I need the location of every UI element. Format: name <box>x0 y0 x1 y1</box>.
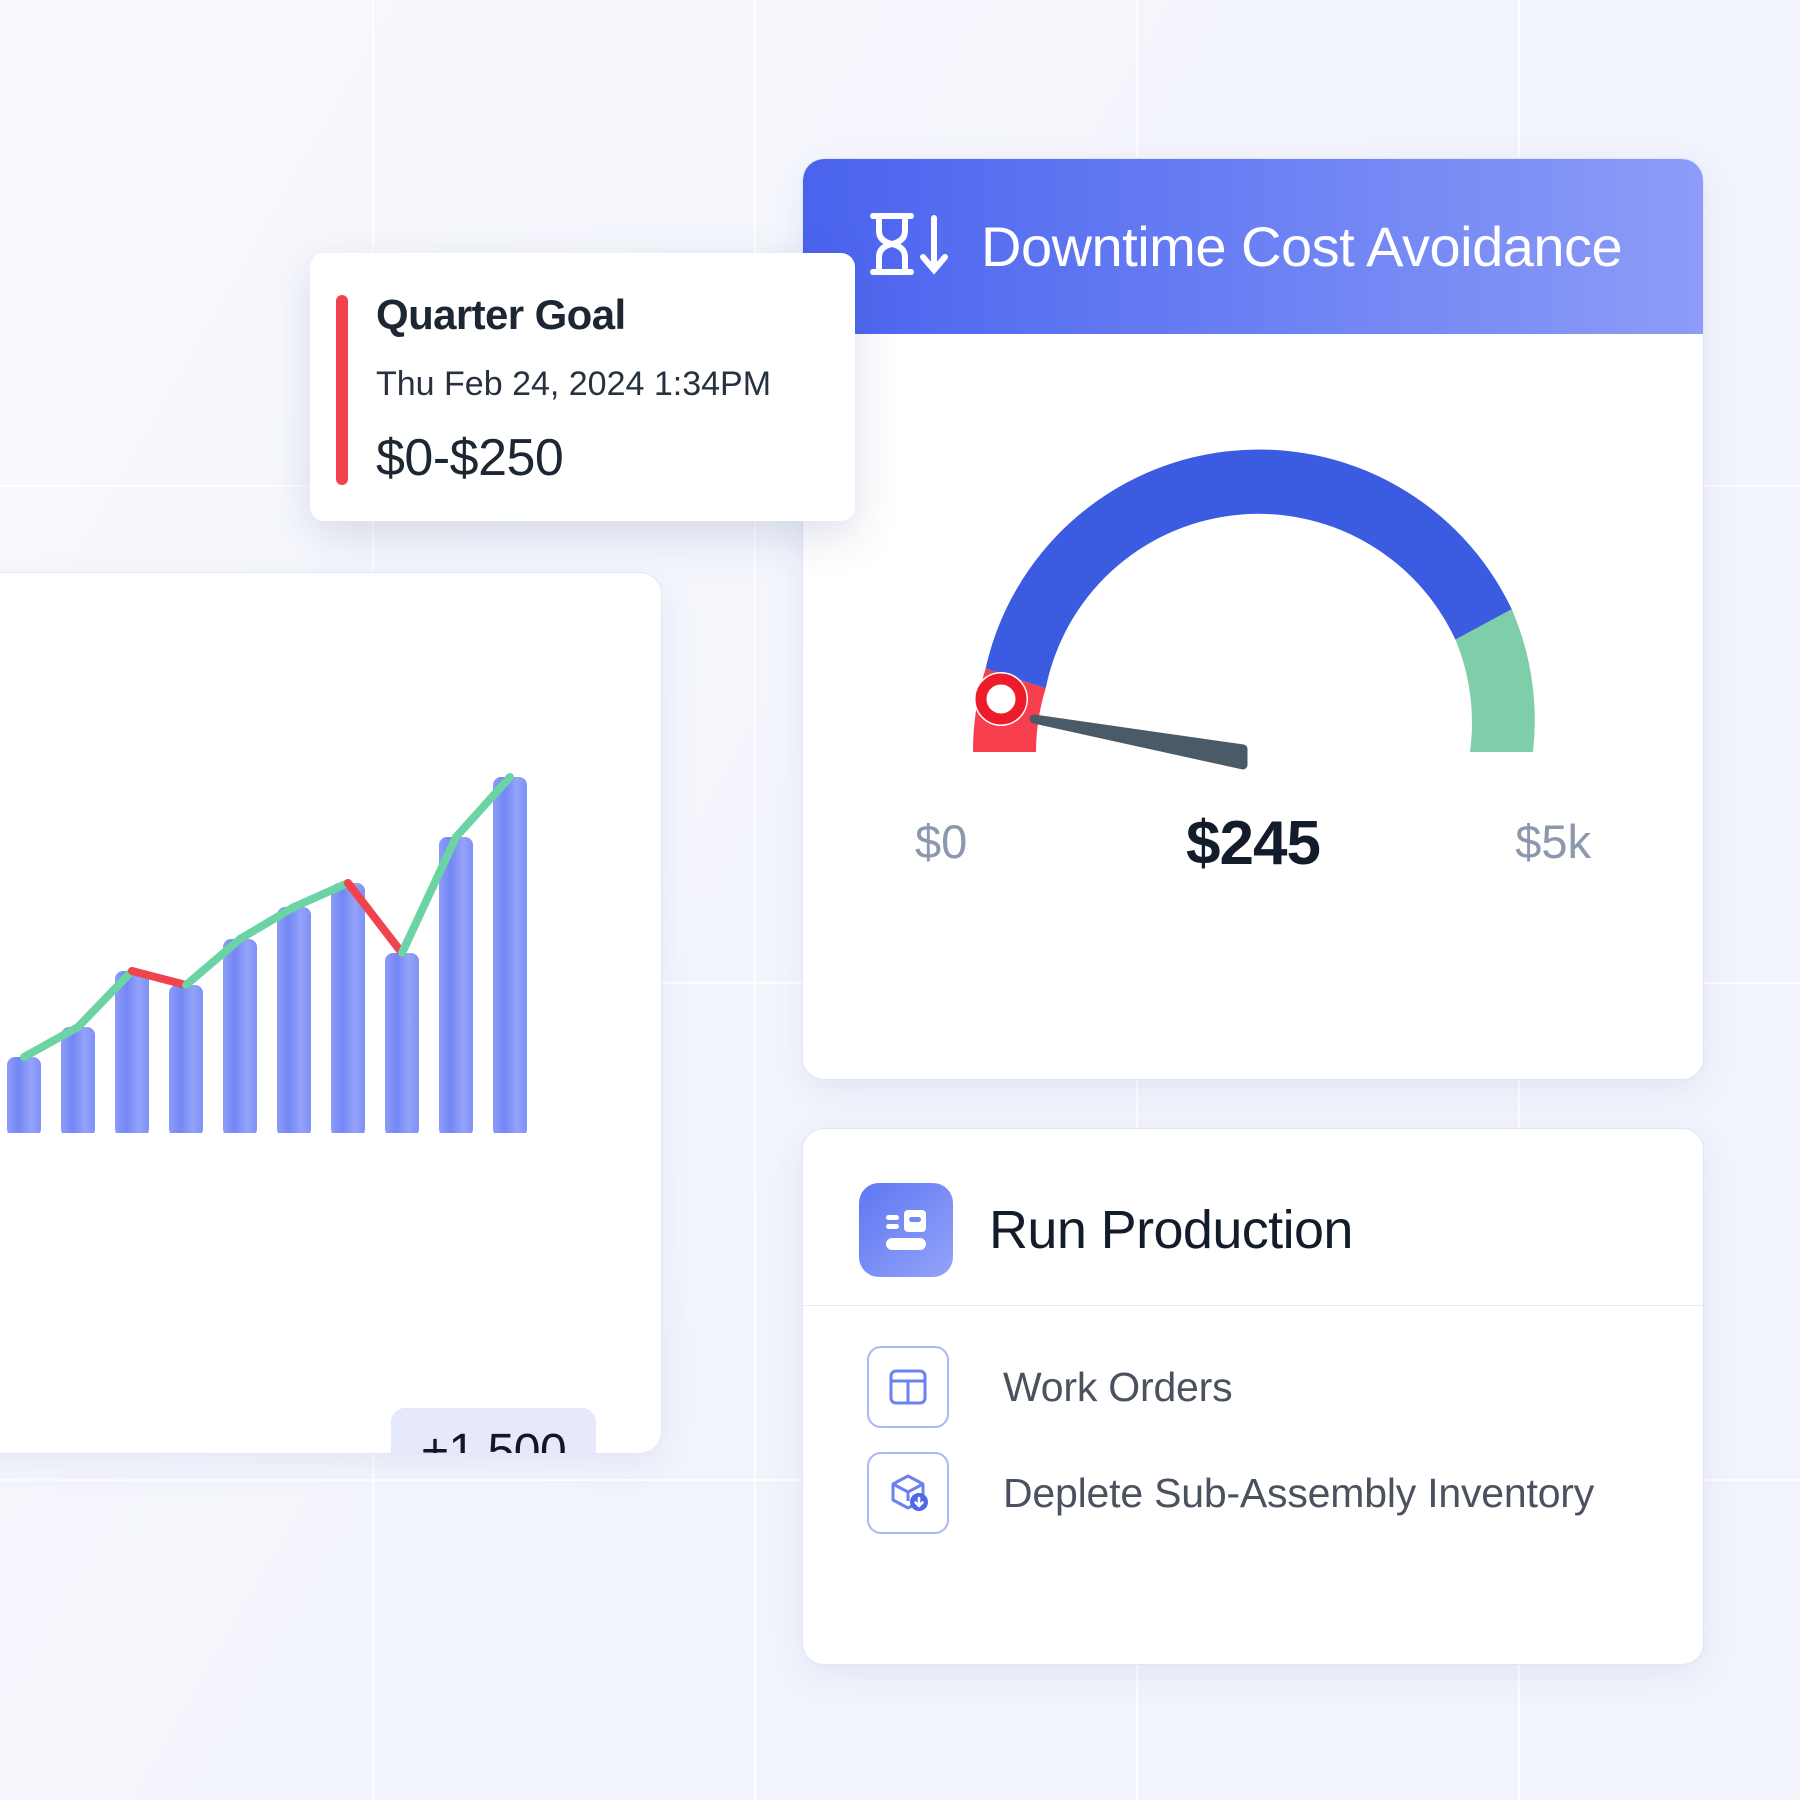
tooltip-accent-bar <box>336 295 348 485</box>
gauge-min-label: $0 <box>915 815 968 868</box>
run-production-title: Run Production <box>989 1200 1353 1260</box>
demand-bar-chart <box>7 773 527 1133</box>
run-production-icon <box>859 1183 953 1277</box>
gauge-max-label: $5k <box>1515 815 1591 868</box>
run-production-header: Run Production <box>803 1129 1703 1279</box>
gauge-target-marker <box>974 672 1028 726</box>
demand-delta-badge: +1,500 <box>391 1408 597 1454</box>
list-item-label: Deplete Sub-Assembly Inventory <box>1003 1469 1595 1516</box>
gauge-card-header: Downtime Cost Avoidance <box>803 159 1703 334</box>
tooltip-title: Quarter Goal <box>376 291 626 338</box>
run-production-card: Run Production Work Orders <box>802 1128 1704 1665</box>
gauge-scale-labels: $0 $245 $5k <box>803 809 1703 878</box>
box-download-icon <box>867 1452 949 1534</box>
list-item-label: Work Orders <box>1003 1363 1233 1410</box>
tooltip-value: $0-$250 <box>376 429 564 487</box>
hourglass-down-icon <box>863 207 949 286</box>
card-divider <box>803 1305 1703 1306</box>
list-item[interactable]: Deplete Sub-Assembly Inventory <box>867 1452 1703 1534</box>
gauge-value-label: $245 <box>1186 809 1321 878</box>
layout-table-icon <box>867 1346 949 1428</box>
downtime-cost-avoidance-card: Downtime Cost Avoidance $0 $245 $5k <box>802 158 1704 1080</box>
demand-delta-value: +1,500 <box>421 1425 567 1454</box>
gauge-card-title: Downtime Cost Avoidance <box>981 215 1623 278</box>
quarter-goal-tooltip: Quarter Goal Thu Feb 24, 2024 1:34PM $0-… <box>310 253 855 521</box>
weekly-demand-plan-card: +1,500 Weekly Demand Plan <box>0 572 662 1454</box>
demand-chart-area: +1,500 <box>0 573 661 1453</box>
gauge-body: $0 $245 $5k <box>803 334 1703 1079</box>
tooltip-timestamp: Thu Feb 24, 2024 1:34PM <box>376 365 772 403</box>
list-item[interactable]: Work Orders <box>867 1346 1703 1428</box>
gauge-chart <box>972 449 1535 770</box>
run-production-list: Work Orders Deplete Sub-Assembly Invento… <box>803 1306 1703 1534</box>
